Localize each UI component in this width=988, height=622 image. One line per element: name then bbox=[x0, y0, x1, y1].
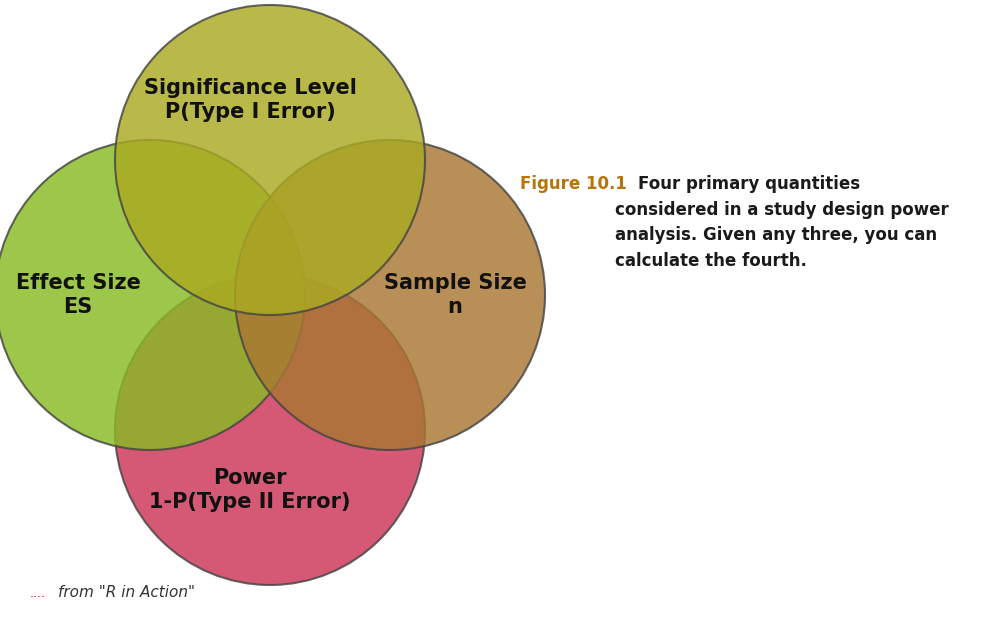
Circle shape bbox=[235, 140, 545, 450]
Text: Effect Size
ES: Effect Size ES bbox=[16, 272, 140, 317]
Text: Sample Size
n: Sample Size n bbox=[383, 272, 527, 317]
Circle shape bbox=[115, 275, 425, 585]
Text: Four primary quantities
considered in a study design power
analysis. Given any t: Four primary quantities considered in a … bbox=[615, 175, 948, 270]
Circle shape bbox=[0, 140, 305, 450]
Text: Figure 10.1: Figure 10.1 bbox=[520, 175, 626, 193]
Text: from "R in Action": from "R in Action" bbox=[58, 585, 195, 600]
Circle shape bbox=[115, 5, 425, 315]
Text: ....: .... bbox=[30, 587, 46, 600]
Text: Power
1-P(Type II Error): Power 1-P(Type II Error) bbox=[149, 468, 351, 513]
Text: Significance Level
P(Type I Error): Significance Level P(Type I Error) bbox=[143, 78, 357, 123]
